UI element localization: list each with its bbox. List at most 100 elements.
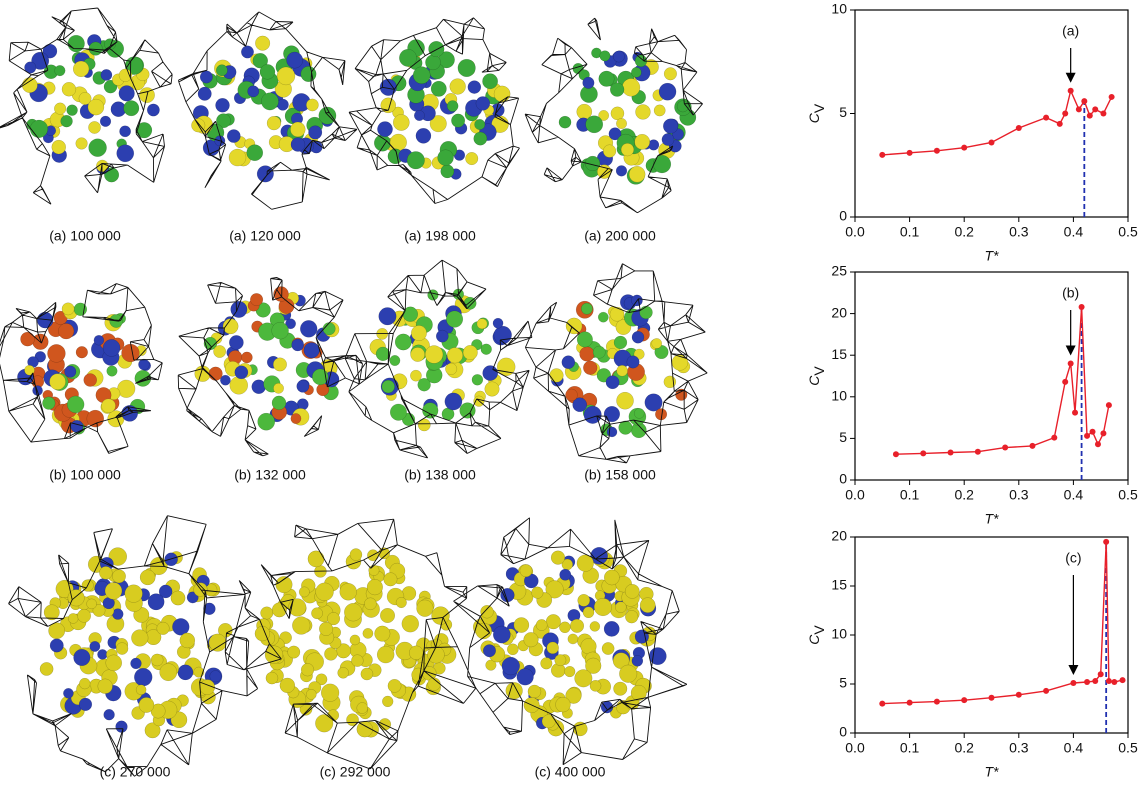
chart: 0.00.10.20.30.40.505101520T*CV(c) bbox=[806, 528, 1138, 780]
atom bbox=[288, 599, 306, 617]
atom bbox=[308, 126, 321, 139]
atom bbox=[413, 67, 430, 84]
data-point bbox=[1106, 402, 1112, 408]
atom bbox=[40, 662, 53, 675]
data-point bbox=[1095, 441, 1101, 447]
atom bbox=[619, 421, 633, 435]
atom bbox=[616, 392, 633, 409]
atom bbox=[54, 103, 66, 115]
x-tick-label: 0.4 bbox=[1064, 740, 1084, 756]
atom bbox=[542, 715, 555, 728]
atom bbox=[299, 587, 309, 597]
atom bbox=[230, 376, 248, 394]
atom bbox=[481, 344, 492, 355]
y-tick-label: 25 bbox=[831, 263, 847, 279]
atom bbox=[663, 119, 678, 134]
atom bbox=[297, 380, 309, 392]
atom bbox=[73, 61, 89, 77]
atom bbox=[248, 86, 259, 97]
atom bbox=[227, 129, 240, 142]
y-axis-label-sub: V bbox=[811, 103, 827, 113]
atom bbox=[432, 607, 450, 625]
atom bbox=[321, 684, 339, 702]
atom bbox=[627, 356, 639, 368]
atom bbox=[507, 644, 518, 655]
atom bbox=[460, 403, 476, 419]
cluster-image bbox=[454, 518, 687, 765]
atom bbox=[357, 703, 368, 714]
atom bbox=[272, 322, 289, 339]
panel-caption: (c) 292 000 bbox=[320, 764, 391, 780]
atom bbox=[614, 682, 628, 696]
data-point bbox=[1109, 94, 1115, 100]
atom bbox=[216, 65, 227, 76]
data-point bbox=[920, 450, 926, 456]
atom bbox=[124, 101, 139, 116]
atom bbox=[586, 116, 603, 133]
atom bbox=[292, 617, 310, 635]
atom bbox=[350, 635, 360, 645]
y-tick-label: 10 bbox=[831, 388, 847, 404]
atom bbox=[425, 346, 443, 364]
atom bbox=[367, 579, 383, 595]
atom bbox=[447, 100, 458, 111]
data-point bbox=[879, 701, 885, 707]
atom bbox=[653, 155, 671, 173]
atom bbox=[200, 71, 212, 83]
data-point bbox=[1100, 111, 1106, 117]
atom bbox=[593, 346, 605, 358]
atom bbox=[607, 427, 617, 437]
atom bbox=[79, 678, 90, 689]
atom bbox=[272, 396, 286, 410]
x-tick-label: 0.1 bbox=[900, 224, 920, 240]
atom bbox=[414, 110, 424, 120]
atom bbox=[625, 610, 638, 623]
atom bbox=[147, 104, 159, 116]
y-tick-label: 15 bbox=[831, 577, 847, 593]
atom bbox=[89, 42, 102, 55]
atom bbox=[578, 594, 590, 606]
panel-caption: (a) 198 000 bbox=[404, 228, 476, 244]
atom bbox=[266, 672, 278, 684]
atom bbox=[100, 116, 111, 127]
atom bbox=[580, 347, 595, 362]
cluster-image bbox=[345, 260, 532, 458]
atom bbox=[427, 646, 444, 663]
atom bbox=[441, 165, 454, 178]
atom bbox=[315, 714, 333, 732]
figure: (a) 100 000(a) 120 000(a) 198 000(a) 200… bbox=[0, 0, 1141, 789]
x-tick-label: 0.1 bbox=[900, 487, 920, 503]
x-tick-label: 0.5 bbox=[1118, 740, 1138, 756]
data-point bbox=[934, 148, 940, 154]
atom bbox=[306, 99, 318, 111]
atom bbox=[97, 649, 107, 659]
atom bbox=[216, 98, 230, 112]
atom bbox=[603, 145, 616, 158]
panel-caption: (b) 158 000 bbox=[584, 467, 656, 483]
atom bbox=[350, 549, 362, 561]
data-point bbox=[989, 695, 995, 701]
atom bbox=[165, 553, 178, 566]
y-tick-label: 5 bbox=[839, 104, 847, 120]
atom bbox=[384, 573, 398, 587]
atom bbox=[445, 363, 457, 375]
atom bbox=[417, 600, 434, 617]
atom bbox=[616, 165, 627, 176]
atom bbox=[148, 594, 164, 610]
atom bbox=[67, 396, 84, 413]
data-point bbox=[1120, 677, 1126, 683]
atom bbox=[652, 338, 662, 348]
data-point bbox=[1062, 379, 1068, 385]
y-tick-label: 20 bbox=[831, 528, 847, 544]
atom bbox=[477, 319, 487, 329]
data-line bbox=[896, 307, 1109, 454]
x-tick-label: 0.4 bbox=[1064, 224, 1084, 240]
x-tick-label: 0.1 bbox=[900, 740, 920, 756]
annotation-arrowhead bbox=[1066, 73, 1076, 83]
x-axis-label: T* bbox=[985, 511, 1000, 527]
atom bbox=[570, 619, 584, 633]
cluster-image bbox=[0, 8, 172, 204]
atom bbox=[458, 59, 476, 77]
cluster-image bbox=[178, 277, 362, 455]
y-tick-label: 5 bbox=[839, 675, 847, 691]
